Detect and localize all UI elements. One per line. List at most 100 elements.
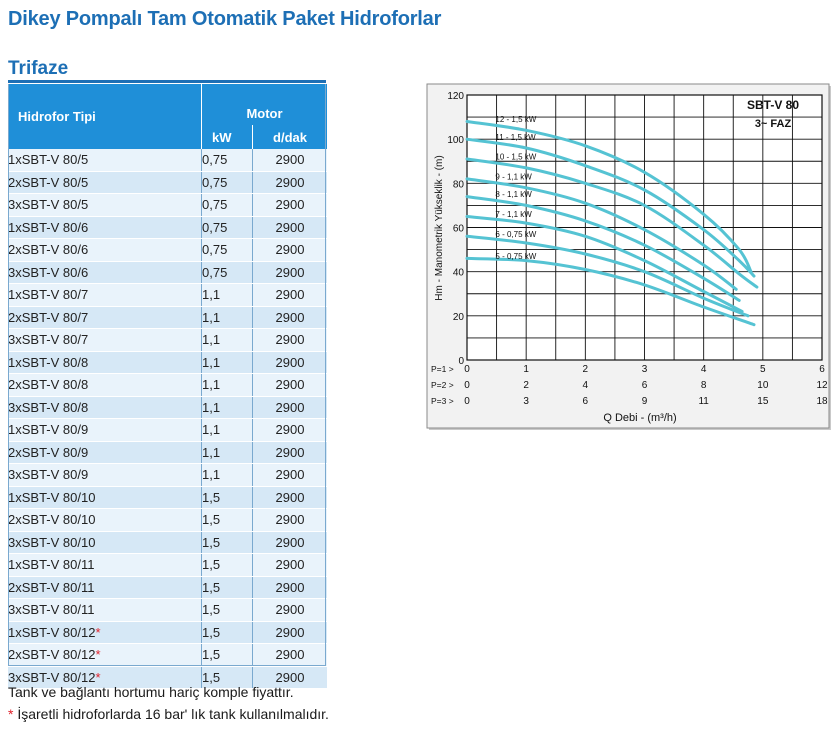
table-row: 2xSBT-V 80/5 0,75 2900: [8, 171, 327, 194]
cell-type-text: 3xSBT-V 80/5: [8, 197, 89, 213]
cell-rpm: 2900: [252, 531, 327, 554]
cell-kw: 1,1: [201, 306, 253, 329]
cell-rpm: 2900: [252, 261, 327, 284]
table-row: 3xSBT-V 80/9 1,1 2900: [8, 463, 327, 487]
table-row: 2xSBT-V 80/7 1,1 2900: [8, 306, 327, 329]
pump-table: Hidrofor Tipi Motor kW d/dak 1xSBT-V 80/…: [8, 84, 327, 689]
cell-rpm: 2900: [252, 508, 327, 532]
cell-rpm: 2900: [252, 553, 327, 577]
cell-type: 2xSBT-V 80/9: [8, 441, 202, 464]
curve-label: 8 - 1,1 kW: [495, 190, 532, 199]
cell-rpm: 2900: [252, 598, 327, 622]
cell-type-text: 1xSBT-V 80/9: [8, 422, 89, 438]
table-row: 1xSBT-V 80/6 0,75 2900: [8, 216, 327, 239]
cell-type-text: 1xSBT-V 80/5: [8, 152, 89, 168]
x-tick-label: 0: [464, 380, 470, 391]
x-tick-label: 18: [816, 396, 828, 407]
cell-type-text: 2xSBT-V 80/6: [8, 242, 89, 258]
cell-type: 1xSBT-V 80/9: [8, 418, 202, 442]
cell-type-text: 2xSBT-V 80/5: [8, 174, 89, 190]
cell-type-text: 3xSBT-V 80/6: [8, 264, 89, 280]
cell-rpm: 2900: [252, 306, 327, 329]
cell-rpm: 2900: [252, 283, 327, 307]
cell-type-text: 1xSBT-V 80/10: [8, 489, 96, 505]
cell-type-text: 1xSBT-V 80/6: [8, 219, 89, 235]
cell-type: 1xSBT-V 80/11: [8, 553, 202, 577]
cell-kw: 1,5: [201, 666, 253, 689]
cell-type-text: 1xSBT-V 80/11: [8, 557, 95, 573]
x-tick-label: 15: [757, 396, 769, 407]
cell-kw: 1,1: [201, 463, 253, 487]
pump-curve: [465, 137, 756, 278]
cell-type: 3xSBT-V 80/7: [8, 328, 202, 352]
cell-kw: 1,1: [201, 396, 253, 419]
pump-curve: [465, 120, 753, 274]
table-row: 1xSBT-V 80/9 1,1 2900: [8, 418, 327, 442]
table-row: 3xSBT-V 80/11 1,5 2900: [8, 598, 327, 622]
table-row: 2xSBT-V 80/11 1,5 2900: [8, 576, 327, 599]
cell-kw: 1,5: [201, 576, 253, 599]
cell-type: 2xSBT-V 80/6: [8, 238, 202, 262]
cell-rpm: 2900: [252, 328, 327, 352]
x-tick-label: 6: [819, 364, 825, 375]
table-row: 2xSBT-V 80/9 1,1 2900: [8, 441, 327, 464]
cell-type-text: 3xSBT-V 80/7: [8, 332, 89, 348]
x-tick-label: 3: [523, 396, 529, 407]
plot-area: [466, 94, 823, 361]
cell-type: 3xSBT-V 80/10: [8, 531, 202, 554]
table-row: 2xSBT-V 80/8 1,1 2900: [8, 373, 327, 397]
pump-curve: [465, 256, 756, 327]
y-tick-label: 80: [453, 179, 465, 190]
table-row: 3xSBT-V 80/6 0,75 2900: [8, 261, 327, 284]
x-tick-label: 6: [642, 380, 648, 391]
cell-type-text: 2xSBT-V 80/7: [8, 309, 89, 325]
x-tick-label: 11: [698, 396, 709, 407]
cell-type: 3xSBT-V 80/11: [8, 598, 202, 622]
table-row: 1xSBT-V 80/5 0,75 2900: [8, 149, 327, 172]
cell-kw: 1,1: [201, 441, 253, 464]
asterisk-mark: *: [95, 624, 101, 640]
x-tick-row-label: P=1 >: [431, 364, 454, 374]
x-tick-label: 0: [464, 396, 470, 407]
pump-curve: [465, 215, 744, 313]
table-body: 1xSBT-V 80/5 0,75 2900 2xSBT-V 80/5 0,75 2900…: [8, 149, 327, 689]
x-tick-label: 4: [583, 380, 589, 391]
cell-type-text: 3xSBT-V 80/8: [8, 399, 89, 415]
section-title: Trifaze: [8, 58, 69, 79]
cell-type: 3xSBT-V 80/5: [8, 193, 202, 217]
asterisk-mark: *: [95, 669, 101, 685]
cell-type: 1xSBT-V 80/10: [8, 486, 202, 509]
chart-title: SBT-V 80: [747, 98, 799, 112]
cell-rpm: 2900: [252, 486, 327, 509]
x-tick-label: 10: [757, 380, 769, 391]
cell-kw: 1,5: [201, 486, 253, 509]
column-header-kw: kW: [201, 125, 253, 149]
cell-type-text: 2xSBT-V 80/9: [8, 444, 89, 460]
cell-type: 3xSBT-V 80/12*: [8, 666, 202, 689]
cell-type-text: 2xSBT-V 80/11: [8, 579, 95, 595]
cell-kw: 0,75: [201, 238, 253, 262]
curve-label: 10 - 1,5 kW: [495, 153, 536, 162]
curve-label: 9 - 1,1 kW: [495, 173, 532, 182]
cell-rpm: 2900: [252, 643, 327, 667]
cell-rpm: 2900: [252, 171, 327, 194]
section-divider: [8, 80, 326, 83]
table-row: 2xSBT-V 80/10 1,5 2900: [8, 508, 327, 532]
table-row: 3xSBT-V 80/5 0,75 2900: [8, 193, 327, 217]
curve-label: 7 - 1,1 kW: [495, 210, 532, 219]
table-row: 3xSBT-V 80/7 1,1 2900: [8, 328, 327, 352]
asterisk-mark: *: [95, 647, 101, 663]
note-price: Tank ve bağlantı hortumu hariç komple fi…: [8, 684, 294, 700]
cell-type: 2xSBT-V 80/7: [8, 306, 202, 329]
cell-type: 1xSBT-V 80/6: [8, 216, 202, 239]
table-row: 1xSBT-V 80/8 1,1 2900: [8, 351, 327, 374]
cell-kw: 1,5: [201, 553, 253, 577]
note-tank: * İşaretli hidroforlarda 16 bar' lık tan…: [8, 706, 329, 722]
chart-frame: [426, 83, 830, 429]
cell-type: 3xSBT-V 80/9: [8, 463, 202, 487]
cell-kw: 1,5: [201, 508, 253, 532]
cell-rpm: 2900: [252, 621, 327, 644]
cell-rpm: 2900: [252, 149, 327, 172]
column-header-rpm: d/dak: [252, 125, 327, 149]
cell-rpm: 2900: [252, 238, 327, 262]
